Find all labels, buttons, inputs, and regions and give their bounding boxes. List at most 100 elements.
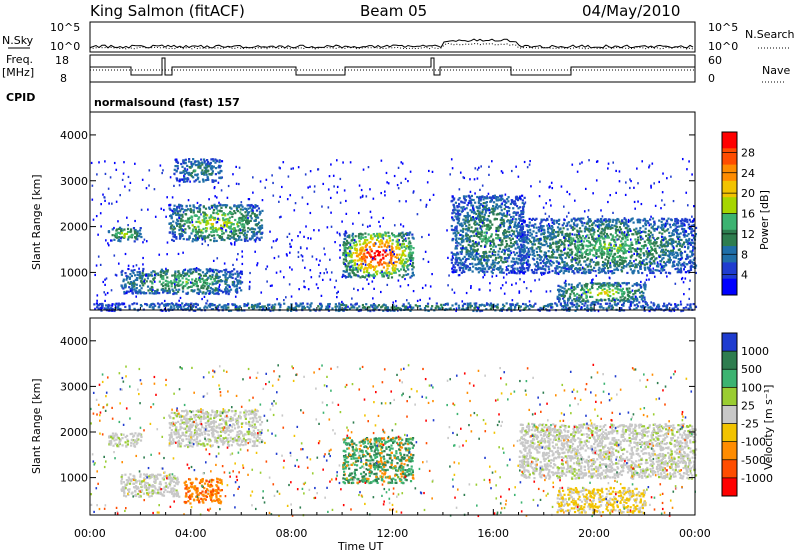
power-cell <box>507 200 509 202</box>
power-cell <box>480 245 482 247</box>
power-cell <box>576 285 578 287</box>
power-cell <box>644 267 646 269</box>
power-cell <box>227 213 229 215</box>
power-cell <box>510 203 512 205</box>
power-cell <box>184 228 186 230</box>
power-cell <box>376 233 378 235</box>
power-cell <box>584 284 586 286</box>
power-cell <box>666 229 668 231</box>
power-cell <box>205 179 207 181</box>
power-cell <box>203 221 205 223</box>
power-cell <box>676 252 678 254</box>
power-cell <box>142 272 144 274</box>
power-cell <box>191 278 193 280</box>
power-cell <box>410 245 412 247</box>
power-cell <box>147 286 149 288</box>
power-cell <box>571 220 573 222</box>
power-cell <box>137 230 139 232</box>
power-cell <box>484 206 486 208</box>
power-cell <box>539 246 541 248</box>
power-cell <box>486 201 488 203</box>
power-cell <box>543 232 545 234</box>
power-cell <box>514 254 516 256</box>
power-cell <box>179 280 181 282</box>
power-cell <box>534 268 536 270</box>
power-cell <box>465 195 467 197</box>
power-cell <box>642 225 644 227</box>
power-cell <box>623 291 625 293</box>
power-cell <box>135 290 137 292</box>
power-cell <box>608 286 610 288</box>
power-cell <box>675 257 677 259</box>
power-cell <box>469 215 471 217</box>
power-cell <box>144 282 146 284</box>
power-cell <box>660 272 662 274</box>
power-cell <box>607 267 609 269</box>
power-cell <box>177 291 179 293</box>
power-cell <box>498 225 500 227</box>
power-cell <box>205 275 207 277</box>
power-cell <box>545 219 547 221</box>
power-cell <box>597 261 599 263</box>
power-cell <box>465 238 467 240</box>
power-cell <box>385 270 387 272</box>
power-cell <box>571 290 573 292</box>
power-cell <box>607 260 609 262</box>
power-cell <box>529 222 531 224</box>
power-cell <box>451 262 453 264</box>
power-cell <box>198 181 200 183</box>
power-cell <box>192 204 194 206</box>
power-cell <box>175 210 177 212</box>
power-cell <box>505 206 507 208</box>
power-cell <box>205 170 207 172</box>
power-cell <box>586 304 588 306</box>
power-cell <box>647 222 649 224</box>
power-cell <box>492 246 494 248</box>
power-cell <box>514 221 516 223</box>
power-cell <box>184 209 186 211</box>
power-cell <box>537 246 539 248</box>
power-cell <box>451 225 453 227</box>
power-cell <box>381 240 383 242</box>
power-cell <box>458 262 460 264</box>
power-cell <box>440 304 442 306</box>
power-cell <box>468 255 470 257</box>
power-cell <box>691 239 693 241</box>
power-cell <box>601 289 603 291</box>
power-cell <box>202 232 204 234</box>
power-cell <box>391 276 393 278</box>
power-cell <box>169 209 171 211</box>
power-cell <box>483 272 485 274</box>
power-cell <box>166 292 168 294</box>
power-cell <box>575 262 577 264</box>
power-cell <box>558 266 560 268</box>
power-cell <box>405 258 407 260</box>
power-cell <box>563 272 565 274</box>
power-cell <box>548 266 550 268</box>
power-cell <box>626 236 628 238</box>
power-cell <box>382 234 384 236</box>
power-cell <box>203 280 205 282</box>
power-cell <box>519 197 521 199</box>
power-cell <box>589 271 591 273</box>
power-cell <box>121 285 123 287</box>
power-cell <box>481 196 483 198</box>
power-cell <box>585 295 587 297</box>
power-cell <box>501 213 503 215</box>
power-cell <box>225 221 227 223</box>
power-cell <box>630 297 632 299</box>
power-cell <box>616 267 618 269</box>
power-cell <box>522 209 524 211</box>
power-cell <box>231 233 233 235</box>
power-cell <box>234 227 236 229</box>
power-cell <box>369 253 371 255</box>
power-cell <box>564 252 566 254</box>
power-cell <box>643 254 645 256</box>
power-cell <box>221 236 223 238</box>
power-cell <box>560 250 562 252</box>
power-cell <box>632 247 634 249</box>
power-cell <box>523 249 525 251</box>
power-cell <box>638 232 640 234</box>
power-cell <box>256 224 258 226</box>
power-cell <box>671 254 673 256</box>
